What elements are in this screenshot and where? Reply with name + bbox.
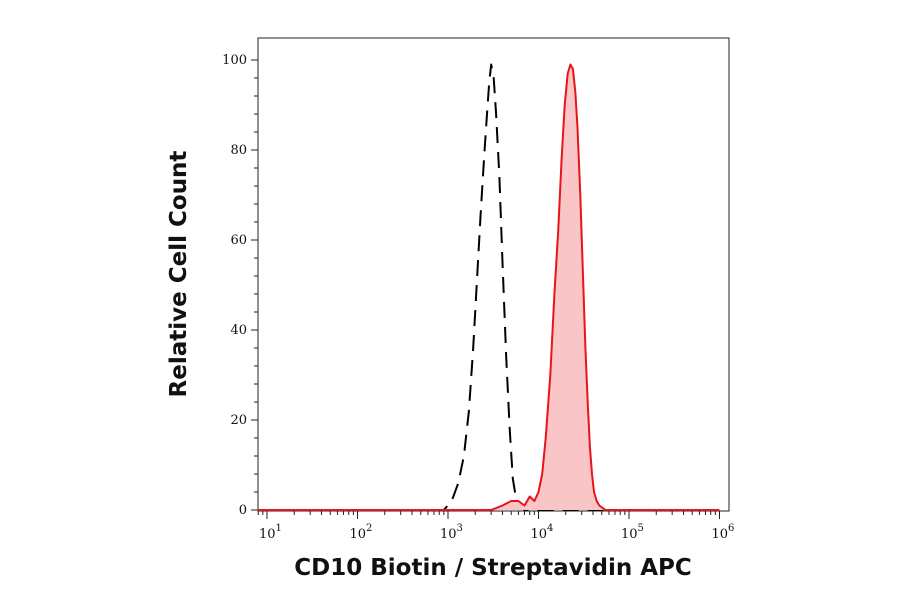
y-tick-label: 20	[230, 413, 247, 428]
series-1-line	[258, 63, 720, 511]
series-0-line	[258, 63, 720, 511]
x-tick-label: 104	[531, 523, 554, 542]
x-axis-ticks: 101 102 103 104 105 106	[257, 511, 735, 542]
y-axis-title: Relative Cell Count	[166, 151, 192, 398]
x-tick-label: 106	[712, 523, 735, 542]
x-axis-title: CD10 Biotin / Streptavidin APC	[294, 555, 692, 581]
x-tick-label: 105	[621, 523, 644, 542]
y-tick-label: 100	[222, 53, 247, 68]
y-tick-label: 60	[230, 233, 247, 248]
x-tick-label: 102	[350, 523, 373, 542]
y-tick-label: 0	[239, 503, 247, 518]
series-layer	[258, 63, 720, 511]
series-1-fill	[258, 64, 720, 510]
y-tick-label: 40	[230, 323, 247, 338]
x-tick-label: 103	[440, 523, 463, 542]
plot-frame	[257, 37, 730, 512]
y-tick-label: 80	[230, 143, 247, 158]
y-axis-ticks: 0 20 40 60 80 100	[222, 53, 258, 518]
x-tick-label: 101	[259, 523, 282, 542]
